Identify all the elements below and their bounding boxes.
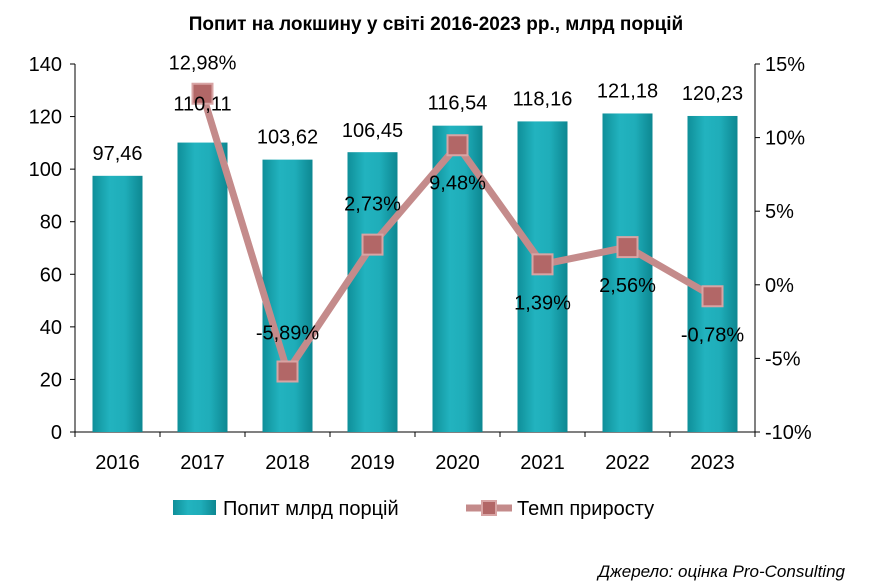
- growth-point-2019: [361, 233, 384, 256]
- x-tick-label: 2023: [690, 452, 735, 474]
- bars-group: [92, 113, 738, 433]
- bar-value-label: 110,11: [173, 94, 231, 116]
- y-right-tick-label: 0%: [765, 275, 794, 297]
- growth-value-label: 2,56%: [599, 275, 656, 297]
- growth-value-label: 1,39%: [514, 292, 571, 314]
- bar-2021: [517, 121, 568, 433]
- y-right-tick-label: -5%: [765, 348, 801, 370]
- growth-point-2022: [616, 236, 639, 259]
- legend-label-line: Темп приросту: [517, 498, 654, 520]
- bar-2019: [347, 152, 398, 432]
- axes: 0 20 40 60 80 100 120 140 -10% -5% 0% 5% 10% 15% 2016 2…: [29, 54, 812, 474]
- y-right-tick-label: -10%: [765, 422, 812, 444]
- growth-point-2018: [276, 360, 299, 383]
- bar-2023: [687, 115, 738, 432]
- x-tick-label: 2022: [605, 452, 650, 474]
- bar-2022: [602, 113, 653, 432]
- growth-point-2021: [531, 253, 554, 276]
- bar-2016: [92, 175, 143, 432]
- bar-value-label: 116,54: [428, 93, 488, 115]
- bar-value-label: 106,45: [342, 120, 403, 142]
- y-right-tick-label: 5%: [765, 201, 794, 223]
- x-tick-label: 2020: [435, 452, 480, 474]
- bar-value-label: 97,46: [92, 143, 142, 165]
- legend-label-bars: Попит млрд порцій: [223, 498, 399, 520]
- growth-point-2020: [446, 134, 469, 157]
- bar-value-label: 103,62: [257, 127, 318, 149]
- legend-swatch-bars: [173, 500, 216, 515]
- growth-value-label: -0,78%: [681, 324, 745, 346]
- y-left-tick-label: 20: [40, 369, 62, 391]
- growth-point-2023: [701, 285, 724, 308]
- legend: Попит млрд порцій Темп приросту: [173, 498, 654, 520]
- bar-value-label: 121,18: [597, 80, 658, 102]
- x-tick-label: 2018: [265, 452, 310, 474]
- x-tick-label: 2017: [180, 452, 225, 474]
- legend-swatch-marker: [481, 500, 497, 516]
- source-note: Джерело: оцінка Pro-Consulting: [596, 562, 845, 581]
- chart-title: Попит на локшину у світі 2016-2023 рр., …: [189, 14, 683, 35]
- x-tick-label: 2016: [95, 452, 140, 474]
- bar-value-label: 120,23: [682, 83, 743, 105]
- y-left-tick-label: 80: [40, 212, 62, 234]
- growth-value-label: -5,89%: [256, 323, 320, 345]
- growth-point-2017: [191, 82, 214, 105]
- y-right-tick-label: 15%: [765, 54, 805, 76]
- y-left-tick-label: 0: [51, 422, 62, 444]
- bar-2018: [262, 159, 313, 432]
- bar-2017: [177, 142, 228, 432]
- y-right-tick-label: 10%: [765, 128, 805, 150]
- bar-value-label: 118,16: [513, 88, 573, 110]
- bar-2020: [432, 125, 483, 432]
- y-left-tick-label: 140: [29, 54, 62, 76]
- data-labels-group: 97,46 110,11 103,62 106,45 116,54 118,16 121,1…: [92, 53, 744, 347]
- y-left-tick-label: 60: [40, 264, 62, 286]
- y-left-tick-label: 40: [40, 317, 62, 339]
- growth-value-label: 2,73%: [344, 194, 401, 216]
- growth-value-label: 9,48%: [429, 172, 486, 194]
- x-tick-label: 2021: [520, 452, 565, 474]
- growth-line-group: [191, 82, 724, 383]
- y-left-tick-label: 100: [29, 159, 62, 181]
- y-left-tick-label: 120: [29, 107, 62, 129]
- growth-value-label: 12,98%: [169, 53, 237, 75]
- x-tick-label: 2019: [350, 452, 395, 474]
